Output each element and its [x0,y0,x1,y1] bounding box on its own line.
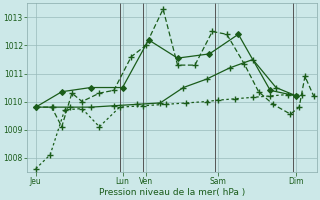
X-axis label: Pression niveau de la mer( hPa ): Pression niveau de la mer( hPa ) [99,188,245,197]
